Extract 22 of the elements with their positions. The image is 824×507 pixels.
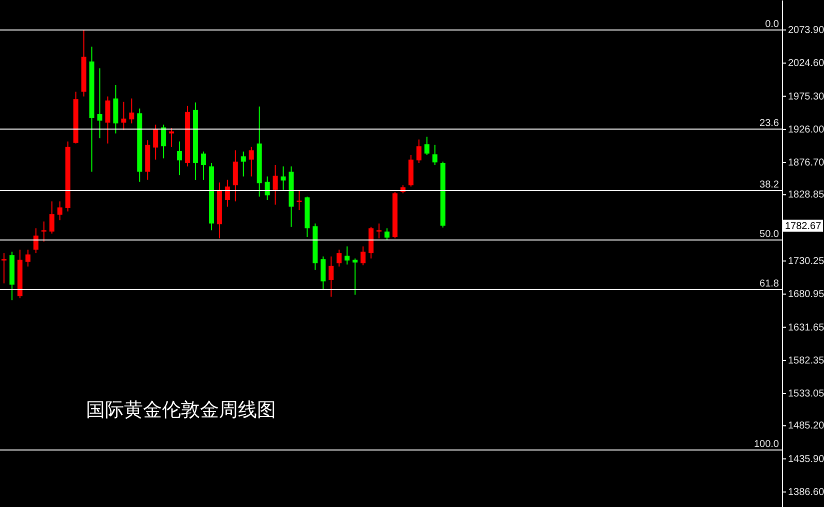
annotation: 23.6 [760,118,780,130]
annotation: 50.0 [760,228,780,240]
y-tick-label: 1631.65 [788,322,824,334]
y-tick-label: 1680.95 [788,289,824,300]
y-tick-label: 1975.30 [788,91,824,102]
y-tick-label: 1926.00 [788,124,824,136]
annotation: 100.0 [754,438,780,450]
annotation: 1782.67 [785,220,822,232]
y-tick-label: 1876.70 [788,158,824,169]
y-tick-label: 1730.25 [788,256,824,267]
y-tick-label: 1485.20 [788,420,824,432]
annotation: 0.0 [765,18,780,30]
y-tick-label: 2073.90 [788,24,824,36]
annotation: 38.2 [760,179,780,190]
y-tick-label: 1386.60 [788,487,824,498]
annotation: 国际黄金伦敦金周线图 [86,399,276,421]
y-tick-label: 1582.35 [788,355,824,366]
annotation: 61.8 [760,278,780,290]
y-tick-label: 1533.05 [788,388,824,400]
y-tick-label: 2024.60 [788,58,824,70]
y-tick-label: 1828.85 [788,190,824,201]
y-tick-label: 1435.90 [788,454,824,465]
